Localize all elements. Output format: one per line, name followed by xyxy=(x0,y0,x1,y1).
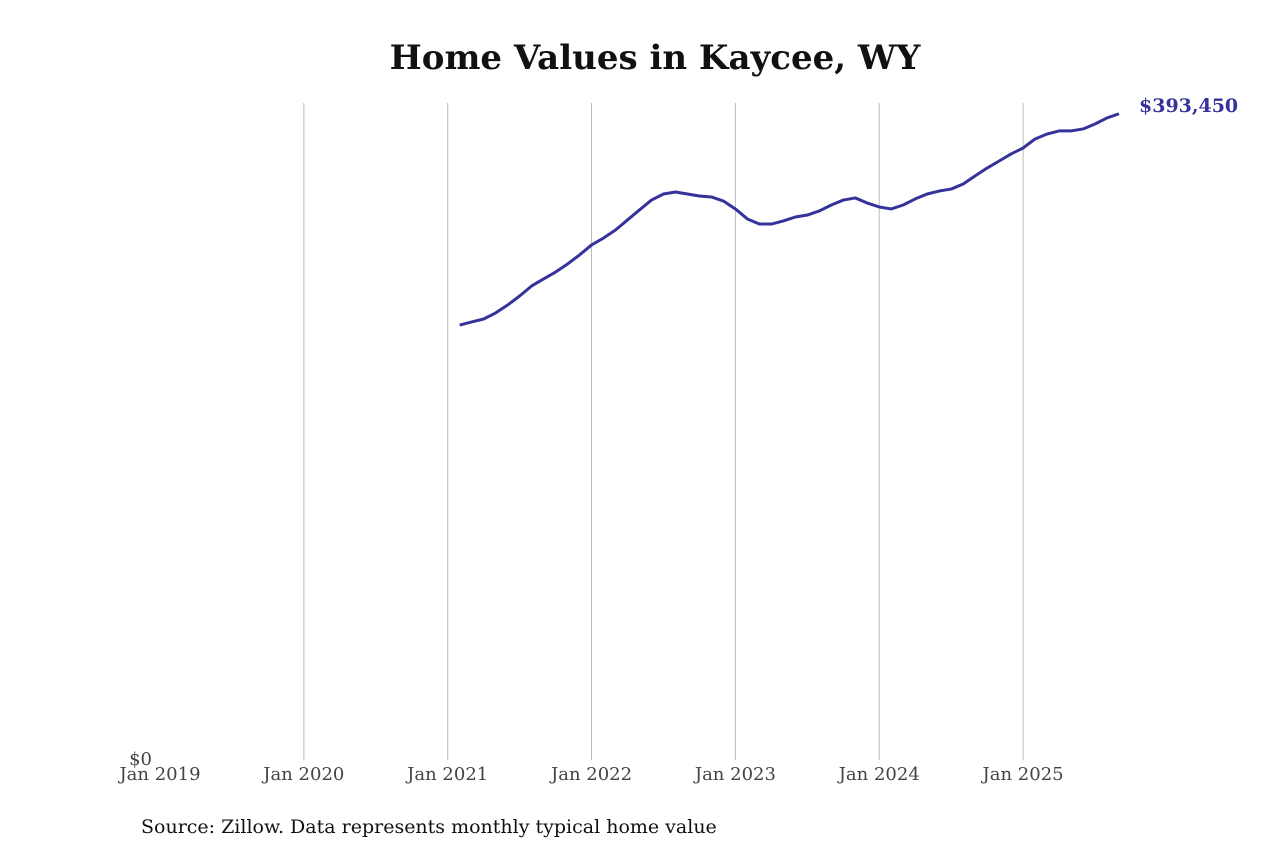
x-tick-label: Jan 2025 xyxy=(981,764,1064,785)
source-note: Source: Zillow. Data represents monthly … xyxy=(141,816,717,838)
x-tick-label: Jan 2022 xyxy=(549,764,632,785)
chart-title: Home Values in Kaycee, WY xyxy=(390,38,921,78)
value-label: $393,450 xyxy=(1139,95,1238,117)
x-tick-label: Jan 2020 xyxy=(261,764,344,785)
x-tick-label: Jan 2021 xyxy=(405,764,488,785)
x-tick-label: Jan 2019 xyxy=(117,764,200,785)
x-tick-label: Jan 2024 xyxy=(837,764,920,785)
x-tick-label: Jan 2023 xyxy=(693,764,776,785)
y-tick-label: $0 xyxy=(129,749,152,770)
line xyxy=(459,112,1120,327)
